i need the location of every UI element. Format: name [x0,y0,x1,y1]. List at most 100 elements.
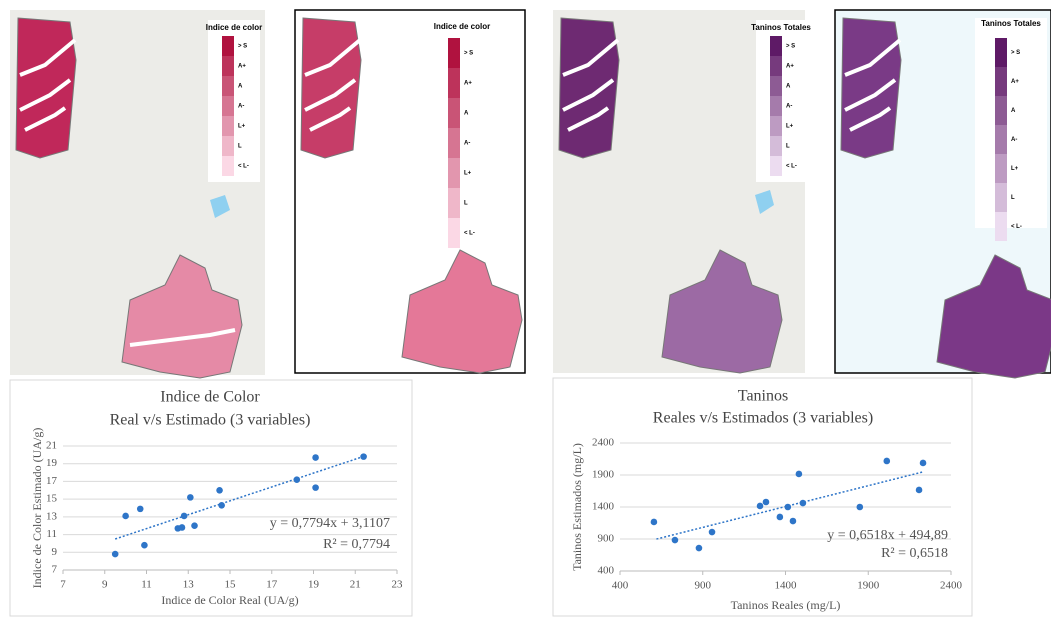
field [841,18,901,158]
legend-swatch [770,36,782,56]
legend-swatch [448,68,460,98]
data-point [883,458,890,465]
x-axis-label: Taninos Reales (mg/L) [731,598,841,612]
legend-label: A+ [786,64,794,70]
legend-label: L+ [1011,166,1019,172]
data-point [294,476,301,483]
legend-swatch [770,56,782,76]
legend-swatch [222,96,234,116]
legend-swatch [222,76,234,96]
legend-label: A- [1011,137,1017,143]
page: Indice de color > S A+ A A- L+ L < L- Indice d… [0,0,1051,623]
y-tick-label: 1900 [592,469,615,481]
data-point [141,542,148,549]
data-point [857,504,864,511]
annotation: y = 0,7794x + 3,1107 [270,516,390,531]
data-point [112,551,119,558]
legend-swatch [448,128,460,158]
field [301,18,361,158]
x-tick-label: 1400 [775,580,798,592]
y-tick-label: 21 [46,440,57,452]
chart-subtitle: Real v/s Estimado (3 variables) [110,412,311,429]
legend-label: A- [786,104,792,110]
legend-label: < L- [238,164,249,170]
data-point [696,545,703,552]
legend-label: > S [1011,50,1020,56]
legend-title: Indice de color [206,23,262,32]
y-tick-label: 400 [598,565,615,577]
data-point [312,454,319,461]
legend-label: < L- [464,231,475,237]
legend-swatch [222,156,234,176]
data-point [187,494,194,501]
legend-label: L+ [786,124,794,130]
legend-swatch [448,98,460,128]
map-panel: Indice de color > SA+AA-L+L< L- [10,10,265,378]
legend-label: A+ [1011,79,1019,85]
data-point [216,487,223,494]
x-axis-label: Indice de Color Real (UA/g) [161,593,298,607]
x-tick-label: 17 [266,579,278,591]
legend-label: A [464,111,469,117]
legend-label: L [238,144,242,150]
legend-label: A [238,84,243,90]
chart-title: Indice de Color [160,389,260,406]
legend-swatch [448,158,460,188]
legend-swatch [222,56,234,76]
x-tick-label: 13 [183,579,195,591]
field [16,18,76,158]
legend-swatch [995,212,1007,241]
data-point [181,513,188,520]
data-point [709,529,716,536]
x-tick-label: 400 [612,580,629,592]
legend-swatch [770,156,782,176]
x-tick-label: 19 [308,579,320,591]
x-tick-label: 900 [695,580,712,592]
legend-label: L+ [238,124,246,130]
x-tick-label: 2400 [940,580,963,592]
legend-swatch [448,188,460,218]
x-tick-label: 23 [392,579,404,591]
data-point [763,499,770,506]
y-tick-label: 7 [52,564,58,576]
data-point [920,460,927,467]
annotation: R² = 0,6518 [881,546,948,561]
legend: Indice de color > SA+AA-L+L< L- [206,20,262,182]
data-point [916,487,923,494]
data-point [122,513,129,520]
data-point [218,502,225,509]
legend-swatch [995,38,1007,67]
data-point [312,484,319,491]
x-tick-label: 15 [225,579,237,591]
annotation: R² = 0,7794 [323,537,390,552]
y-axis-label: Indice de Color Estimado (UA/g) [30,428,44,589]
legend-label: < L- [786,164,797,170]
legend-label: A+ [464,81,472,87]
data-point [179,524,186,531]
legend-title: Taninos Totales [751,23,811,32]
legend-label: L [786,144,790,150]
legend-label: < L- [1011,224,1022,230]
legend-title: Indice de color [434,22,490,31]
legend-label: A- [238,104,244,110]
data-point [137,506,144,513]
map-panel: Indice de color > SA+AA-L+L< L- [295,10,525,373]
field [559,18,619,158]
data-point [651,519,658,526]
legend-swatch [770,136,782,156]
legend-swatch [222,116,234,136]
legend-label: A- [464,141,470,147]
x-tick-label: 9 [102,579,108,591]
legend-swatch [995,96,1007,125]
legend-label: > S [238,44,247,50]
annotation: y = 0,6518x + 494,89 [827,528,948,543]
legend-swatch [448,38,460,68]
legend-swatch [995,67,1007,96]
legend-swatch [770,76,782,96]
data-point [785,504,792,511]
y-tick-label: 9 [52,546,58,558]
legend-label: L [464,201,468,207]
figure: Indice de color > S A+ A A- L+ L < L- Indice d… [0,0,1051,618]
legend-swatch [995,154,1007,183]
data-point [757,503,764,510]
